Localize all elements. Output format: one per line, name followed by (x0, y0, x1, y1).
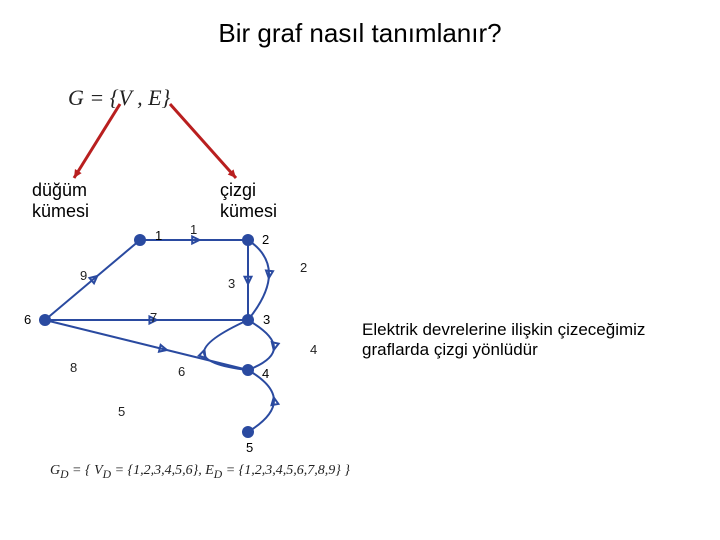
node-label-2: 2 (262, 232, 269, 247)
edge-label-3: 3 (228, 276, 235, 291)
formula-gd: GD = { VD = {1,2,3,4,5,6}, ED = {1,2,3,4… (50, 463, 350, 481)
edge-label-1: 1 (190, 222, 197, 237)
edge-label-9: 9 (80, 268, 87, 283)
node-label-6: 6 (24, 312, 31, 327)
diagram-canvas (0, 0, 720, 540)
edge-label-2: 2 (300, 260, 307, 275)
edge-label-6: 6 (178, 364, 185, 379)
edge-label-4: 4 (310, 342, 317, 357)
node-label-1: 1 (155, 228, 162, 243)
node-label-4: 4 (262, 366, 269, 381)
node-label-3: 3 (263, 312, 270, 327)
edge-label-5: 5 (118, 404, 125, 419)
edge-label-7: 7 (150, 310, 157, 325)
edge-label-8: 8 (70, 360, 77, 375)
node-label-5: 5 (246, 440, 253, 455)
